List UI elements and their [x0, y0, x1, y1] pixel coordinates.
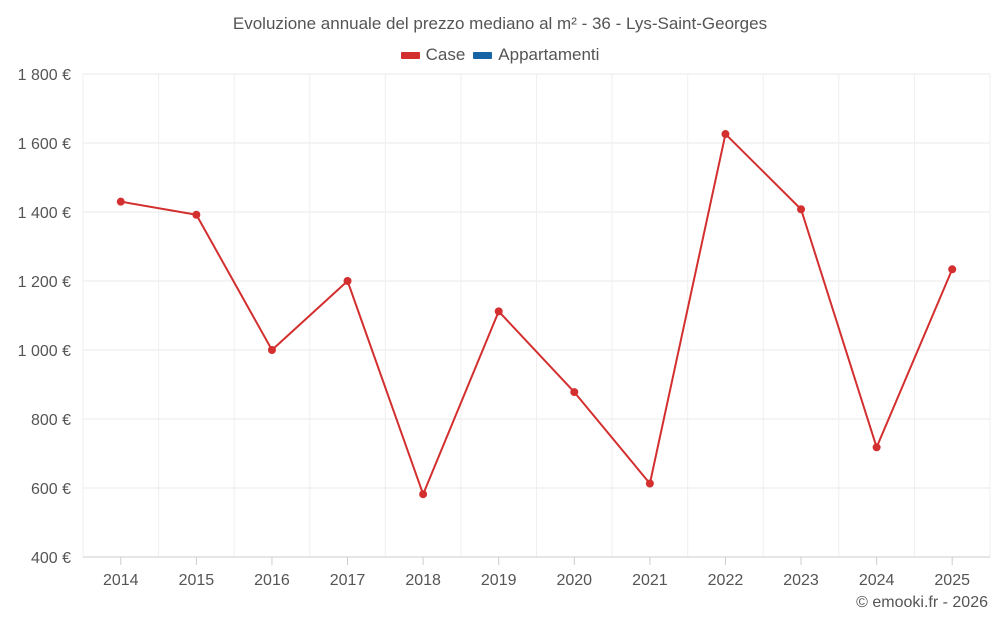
- y-tick-label: 1 000 €: [18, 343, 71, 360]
- x-tick-label: 2024: [859, 572, 895, 589]
- data-point[interactable]: [494, 307, 503, 316]
- legend-swatch-appartamenti: [473, 51, 493, 59]
- y-tick-label: 800 €: [31, 412, 71, 429]
- legend-item-appartamenti[interactable]: Appartamenti: [473, 45, 599, 65]
- grid: [82, 73, 991, 558]
- data-point[interactable]: [645, 479, 654, 488]
- chart-title: Evoluzione annuale del prezzo mediano al…: [232, 14, 768, 33]
- series-line-case: [120, 133, 954, 496]
- y-tick-label: 1 200 €: [18, 274, 71, 291]
- x-tick-label: 2015: [179, 572, 215, 589]
- data-point[interactable]: [116, 197, 125, 206]
- data-point[interactable]: [419, 490, 428, 499]
- legend-swatch-case: [400, 51, 420, 59]
- x-tick-label: 2025: [934, 572, 970, 589]
- data-point[interactable]: [192, 210, 201, 219]
- x-tick-label: 2022: [708, 572, 744, 589]
- x-tick-label: 2014: [103, 572, 139, 589]
- y-tick-label: 1 600 €: [18, 136, 71, 153]
- x-tick-label: 2023: [783, 572, 819, 589]
- legend: Case Appartamenti: [0, 45, 1000, 65]
- data-point[interactable]: [343, 277, 352, 285]
- x-tick-label: 2017: [330, 572, 366, 589]
- data-point[interactable]: [570, 388, 579, 397]
- y-tick-label: 400 €: [31, 550, 71, 567]
- x-tick-label: 2018: [405, 572, 441, 589]
- series-case: [116, 130, 957, 499]
- x-tick-label: 2020: [556, 572, 592, 589]
- y-tick-label: 1 400 €: [18, 205, 71, 222]
- legend-label-appartamenti: Appartamenti: [498, 45, 600, 64]
- y-tick-label: 600 €: [31, 481, 71, 498]
- data-point[interactable]: [797, 205, 806, 214]
- data-point[interactable]: [267, 346, 276, 354]
- data-point[interactable]: [721, 130, 730, 139]
- data-point[interactable]: [948, 265, 957, 274]
- y-tick-label: 1 800 €: [18, 67, 71, 84]
- data-point[interactable]: [872, 443, 881, 452]
- x-tick-label: 2021: [632, 572, 668, 589]
- legend-item-case[interactable]: Case: [400, 45, 466, 65]
- x-tick-label: 2016: [254, 572, 290, 589]
- x-axis: 2014 2015 2016 2017 2018 2019 2020 2021 2022 2023…: [83, 556, 990, 589]
- credit-text: © emooki.fr - 2026: [856, 594, 988, 611]
- y-axis: 400 € 600 € 800 € 1 000 € 1 200 € 1 400 € 1 60…: [18, 67, 71, 567]
- legend-label-case: Case: [425, 45, 466, 64]
- x-tick-label: 2019: [481, 572, 517, 589]
